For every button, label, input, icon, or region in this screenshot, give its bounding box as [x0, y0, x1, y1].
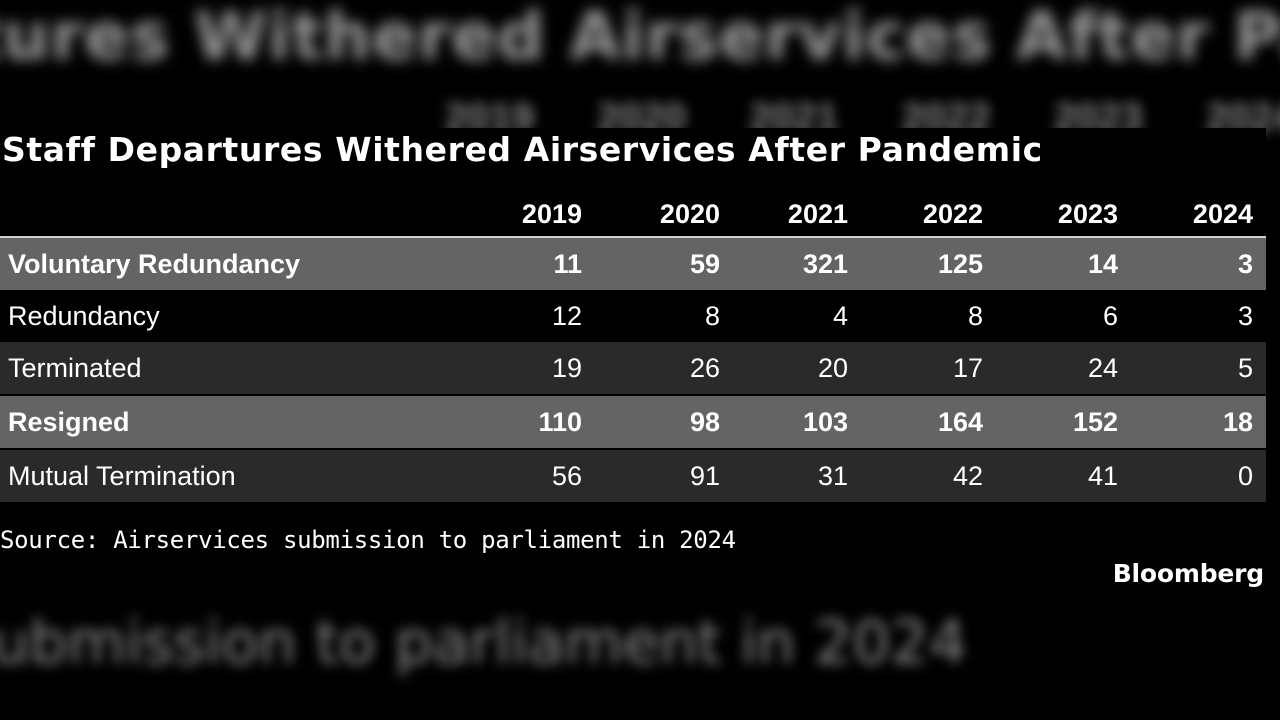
table-cell: 164 [937, 407, 983, 437]
column-header: 2024 [1192, 199, 1253, 229]
row-label: Redundancy [8, 301, 160, 331]
table-cell: 91 [689, 461, 720, 491]
table-cell: 12 [551, 301, 582, 331]
table-cell: 42 [952, 461, 983, 491]
table-cell: 8 [704, 301, 720, 331]
table-cell: 31 [817, 461, 848, 491]
table-cell: 4 [832, 301, 848, 331]
table-row: Mutual Termination 56 91 31 42 41 0 [0, 450, 1266, 502]
table-cell: 0 [1237, 461, 1253, 491]
table-cell: 24 [1087, 353, 1118, 383]
table-cell: 20 [817, 353, 848, 383]
blurred-year: 2021 [749, 96, 839, 140]
table-cell: 8 [967, 301, 983, 331]
table-cell: 18 [1222, 407, 1253, 437]
source-note: Source: Airservices submission to parlia… [0, 526, 736, 554]
column-header: 2022 [922, 199, 983, 229]
blurred-source: submission to parliament in 2024 [0, 608, 967, 678]
row-label: Voluntary Redundancy [8, 249, 301, 279]
table-cell: 41 [1087, 461, 1118, 491]
table-cell: 98 [689, 407, 720, 437]
chart-card: Staff Departures Withered Airservices Af… [0, 128, 1266, 594]
table-cell: 103 [802, 407, 848, 437]
blurred-year: 2019 [445, 96, 534, 140]
bloomberg-logo: Bloomberg [1112, 559, 1265, 588]
table-row: Voluntary Redundancy 11 59 321 125 14 3 [0, 238, 1266, 290]
row-label: Terminated [8, 353, 142, 383]
table-row: Resigned 110 98 103 164 152 18 [0, 396, 1266, 448]
table-cell: 17 [952, 353, 983, 383]
table-cell: 110 [538, 407, 582, 437]
table-cell: 152 [1072, 407, 1118, 437]
table-cell: 3 [1237, 249, 1253, 279]
chart-title: Staff Departures Withered Airservices Af… [2, 130, 1043, 169]
table-cell: 26 [689, 353, 720, 383]
table-cell: 5 [1237, 353, 1253, 383]
row-label: Resigned [8, 407, 130, 437]
table-row: Redundancy 12 8 4 8 6 3 [0, 290, 1266, 342]
table-cell: 11 [553, 249, 582, 279]
column-header: 2020 [659, 199, 720, 229]
blurred-year-header: 2019 2020 2021 2022 2023 2024 [445, 96, 1280, 140]
table-cell: 125 [937, 249, 983, 279]
table-cell: 6 [1102, 301, 1118, 331]
blurred-year: 2022 [901, 96, 991, 140]
blurred-year: 2020 [597, 96, 687, 140]
blurred-year: 2024 [1206, 96, 1280, 140]
table-cell: 14 [1087, 249, 1118, 279]
row-label: Mutual Termination [8, 461, 236, 491]
column-header: 2021 [787, 199, 848, 229]
table-cell: 3 [1237, 301, 1253, 331]
blurred-title: tures Withered Airservices After Pandemi… [0, 0, 1280, 75]
table-cell: 321 [802, 249, 848, 279]
table-cell: 56 [551, 461, 582, 491]
table-cell: 19 [551, 353, 582, 383]
blurred-year: 2023 [1053, 96, 1143, 140]
table-row: Terminated 19 26 20 17 24 5 [0, 342, 1266, 394]
table-header: 2019 2020 2021 2022 2023 2024 [0, 192, 1266, 238]
column-header: 2019 [521, 199, 582, 229]
column-header: 2023 [1057, 199, 1118, 229]
table-cell: 59 [689, 249, 720, 279]
